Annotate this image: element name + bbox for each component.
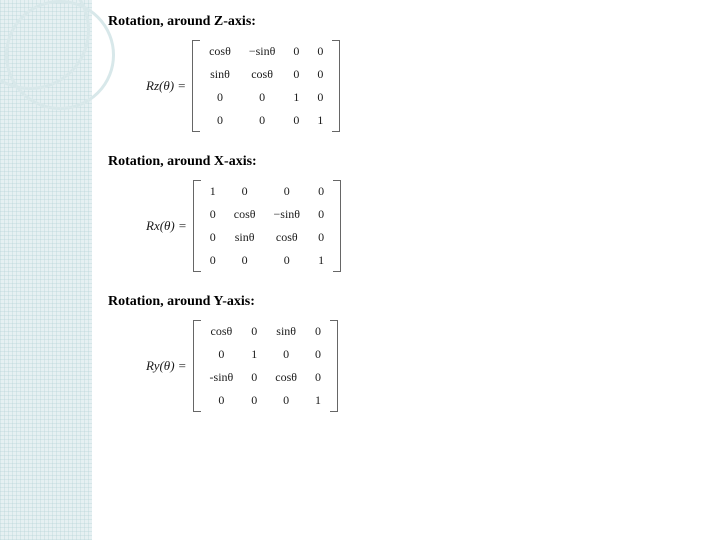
bracket-right xyxy=(330,320,338,412)
cell: 1 xyxy=(306,389,330,412)
cell: 0 xyxy=(309,180,333,203)
cell: 0 xyxy=(201,226,225,249)
cell: 0 xyxy=(201,389,243,412)
cell: cosθ xyxy=(225,203,265,226)
cell: 0 xyxy=(201,203,225,226)
cell: 0 xyxy=(265,249,310,272)
cell: 0 xyxy=(306,366,330,389)
cell: 0 xyxy=(242,389,266,412)
bracket-right xyxy=(332,40,340,132)
cell: 0 xyxy=(240,86,285,109)
matrix-rx-table: 1 0 0 0 0 cosθ −sinθ 0 0 sinθ cosθ 0 0 0… xyxy=(201,180,333,272)
cell: 0 xyxy=(284,40,308,63)
cell: 0 xyxy=(308,40,332,63)
cell: cosθ xyxy=(240,63,285,86)
matrix-rz-table: cosθ −sinθ 0 0 sinθ cosθ 0 0 0 0 1 0 0 0… xyxy=(200,40,332,132)
cell: 0 xyxy=(306,343,330,366)
cell: cosθ xyxy=(200,40,240,63)
cell: cosθ xyxy=(266,366,306,389)
bracket-left xyxy=(193,320,201,412)
cell: 0 xyxy=(284,63,308,86)
cell: 0 xyxy=(265,180,310,203)
bracket-right xyxy=(333,180,341,272)
heading-x: Rotation, around X-axis: xyxy=(108,154,668,170)
cell: 1 xyxy=(284,86,308,109)
cell: 0 xyxy=(225,180,265,203)
matrix-ry: Ry(θ) = cosθ 0 sinθ 0 0 1 0 0 -sinθ 0 co… xyxy=(146,320,668,412)
cell: −sinθ xyxy=(265,203,310,226)
cell: 0 xyxy=(308,86,332,109)
cell: cosθ xyxy=(201,320,243,343)
bracket-left xyxy=(193,180,201,272)
cell: 0 xyxy=(309,226,333,249)
lhs-ry: Ry(θ) = xyxy=(146,358,187,374)
cell: sinθ xyxy=(225,226,265,249)
corner-ornament xyxy=(0,0,120,120)
matrix-rx: Rx(θ) = 1 0 0 0 0 cosθ −sinθ 0 0 sinθ co… xyxy=(146,180,668,272)
cell: 0 xyxy=(201,343,243,366)
cell: 1 xyxy=(308,109,332,132)
matrix-ry-table: cosθ 0 sinθ 0 0 1 0 0 -sinθ 0 cosθ 0 0 0… xyxy=(201,320,331,412)
cell: 0 xyxy=(242,320,266,343)
cell: 0 xyxy=(309,203,333,226)
lhs-rx: Rx(θ) = xyxy=(146,218,187,234)
matrix-rz: Rz(θ) = cosθ −sinθ 0 0 sinθ cosθ 0 0 0 0… xyxy=(146,40,668,132)
cell: 1 xyxy=(309,249,333,272)
cell: 0 xyxy=(225,249,265,272)
cell: -sinθ xyxy=(201,366,243,389)
cell: −sinθ xyxy=(240,40,285,63)
slide-content: Rotation, around Z-axis: Rz(θ) = cosθ −s… xyxy=(108,14,668,434)
cell: 0 xyxy=(242,366,266,389)
cell: 1 xyxy=(201,180,225,203)
cell: 0 xyxy=(201,249,225,272)
cell: 0 xyxy=(308,63,332,86)
cell: 0 xyxy=(266,389,306,412)
cell: 0 xyxy=(306,320,330,343)
bracket-left xyxy=(192,40,200,132)
cell: 1 xyxy=(242,343,266,366)
cell: sinθ xyxy=(266,320,306,343)
cell: cosθ xyxy=(265,226,310,249)
heading-y: Rotation, around Y-axis: xyxy=(108,294,668,310)
cell: sinθ xyxy=(200,63,240,86)
cell: 0 xyxy=(200,109,240,132)
cell: 0 xyxy=(240,109,285,132)
heading-z: Rotation, around Z-axis: xyxy=(108,14,668,30)
lhs-rz: Rz(θ) = xyxy=(146,78,186,94)
cell: 0 xyxy=(266,343,306,366)
cell: 0 xyxy=(284,109,308,132)
cell: 0 xyxy=(200,86,240,109)
